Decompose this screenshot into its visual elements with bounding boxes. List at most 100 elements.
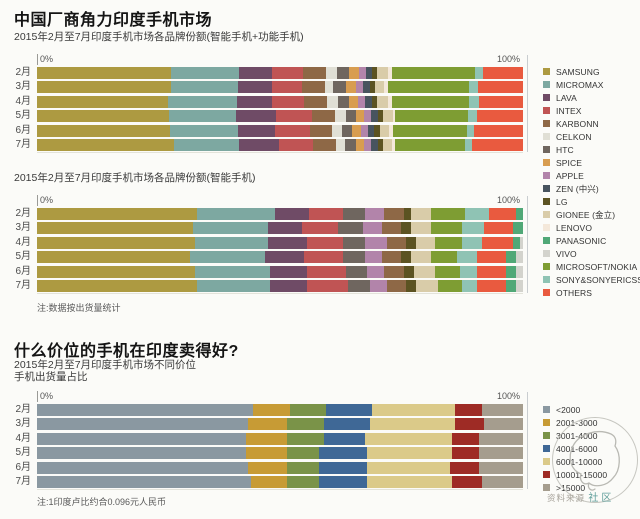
legend-label: MICROMAX <box>556 79 604 90</box>
segment-gionee <box>416 280 438 292</box>
price-section-title: 什么价位的手机在印度卖得好? <box>14 343 239 360</box>
segment-karbonn <box>312 110 336 122</box>
segment-2001-3000 <box>245 432 288 445</box>
segment-microsoft-nokia <box>437 280 463 292</box>
segment-gionee <box>383 110 393 122</box>
segment-lg <box>406 236 417 249</box>
segment-intex <box>272 95 304 108</box>
segment-apple <box>358 95 366 108</box>
month-label: 2月 <box>15 403 31 415</box>
segment-celkon <box>324 81 334 93</box>
segment-micromax <box>168 95 238 108</box>
segment-6001-10000 <box>369 418 455 430</box>
legend-label: MICROSOFT/NOKIA <box>556 261 638 272</box>
month-label: 3月 <box>15 418 31 429</box>
chart-baseline <box>37 489 523 490</box>
segment-10001-15000 <box>452 476 482 488</box>
bar-rows: 2月 3月 4月 5月 6月 7月 <box>4 54 528 153</box>
segment-spice <box>349 66 359 79</box>
legend-swatch <box>543 94 550 101</box>
segment-samsung <box>37 81 171 93</box>
segment-karbonn <box>309 124 333 137</box>
legend-swatch <box>543 445 550 452</box>
segment-micromax <box>194 265 271 278</box>
segment-zen <box>365 95 373 108</box>
segment-apple <box>358 66 366 79</box>
segment-3001-4000 <box>289 403 327 416</box>
segment-sony-sonyericsson <box>462 222 485 234</box>
segment-others <box>481 236 514 249</box>
stacked-bar <box>37 236 523 249</box>
legend-swatch <box>543 237 550 244</box>
bar-row-7: 7月 <box>4 139 523 151</box>
bar-row-7: 7月 <box>4 476 523 488</box>
segment-celkon <box>326 66 337 79</box>
segment-samsung <box>37 139 175 151</box>
segment-lenovo <box>392 110 396 122</box>
segment-lenovo <box>387 95 392 108</box>
legend-swatch <box>543 263 550 270</box>
stacked-bar <box>37 461 523 474</box>
segment-htc <box>343 236 365 249</box>
stacked-bar <box>37 81 523 93</box>
segment-karbonn <box>303 95 328 108</box>
segment-lava <box>237 95 273 108</box>
segment-panasonic <box>513 222 523 234</box>
segment-gionee <box>411 251 431 263</box>
segment-karbonn <box>302 81 325 93</box>
legend-label: APPLE <box>556 170 584 181</box>
segment-lg <box>372 66 378 79</box>
legend-swatch <box>543 419 550 426</box>
segment-4001-6000 <box>323 418 370 430</box>
legend-item-lg: LG <box>543 195 640 208</box>
segment-apple <box>364 110 371 122</box>
legend-label: 4001-6000 <box>556 443 598 454</box>
segment-microsoft-nokia <box>430 222 463 234</box>
page-title: 中国厂商角力印度手机市场 <box>14 12 213 29</box>
segment-gionee <box>382 139 393 151</box>
legend-item-celkon: CELKON <box>543 130 640 143</box>
stacked-bar <box>37 110 523 122</box>
segment-sony-sonyericsson <box>459 265 477 278</box>
segment-lenovo <box>389 124 393 137</box>
stacked-bar <box>37 418 523 430</box>
segment-microsoft-nokia <box>435 265 460 278</box>
segment-intex <box>274 124 310 137</box>
segment-apple <box>361 124 368 137</box>
month-label: 5月 <box>15 447 31 458</box>
segment-others <box>476 280 506 292</box>
axis-tick-left <box>37 54 38 65</box>
legend-item-2000: <2000 <box>543 403 640 416</box>
legend-label: SONY&SONYERICSSON <box>556 274 640 285</box>
month-label: 4月 <box>15 432 31 444</box>
axis-label-left: 0% <box>40 391 54 401</box>
segment-others <box>478 95 523 108</box>
segment-2000 <box>37 476 251 488</box>
segment-intex <box>279 139 314 151</box>
chart3-note: 注:1印度卢比约合0.096元人民币 <box>37 497 167 507</box>
segment-apple <box>365 236 387 249</box>
segment-lenovo <box>388 66 393 79</box>
segment-6001-10000 <box>372 403 455 416</box>
segment-lg <box>377 139 383 151</box>
segment-microsoft-nokia <box>391 95 470 108</box>
segment-others <box>476 251 506 263</box>
segment-vivo <box>520 236 523 249</box>
legend-label: 2001-3000 <box>556 417 598 428</box>
segment-gionee <box>379 124 390 137</box>
legend-item-intex: INTEX <box>543 104 640 117</box>
segment-lava <box>267 222 302 234</box>
bar-row-3: 3月 <box>4 81 523 93</box>
legend-label: ZEN (中兴) <box>556 183 599 194</box>
segment-htc <box>333 81 347 93</box>
legend-item-sony-sonyericsson: SONY&SONYERICSSON <box>543 273 640 286</box>
segment-others <box>482 66 523 79</box>
price-legend: <2000 2001-3000 3001-4000 4001-6000 6001-100… <box>543 403 640 494</box>
segment-others <box>477 81 523 93</box>
segment-samsung <box>37 280 198 292</box>
segment-6001-10000 <box>365 432 453 445</box>
legend-label: VIVO <box>556 248 577 259</box>
legend-label: 6001-10000 <box>556 456 603 467</box>
axis-tick-left <box>37 391 38 402</box>
